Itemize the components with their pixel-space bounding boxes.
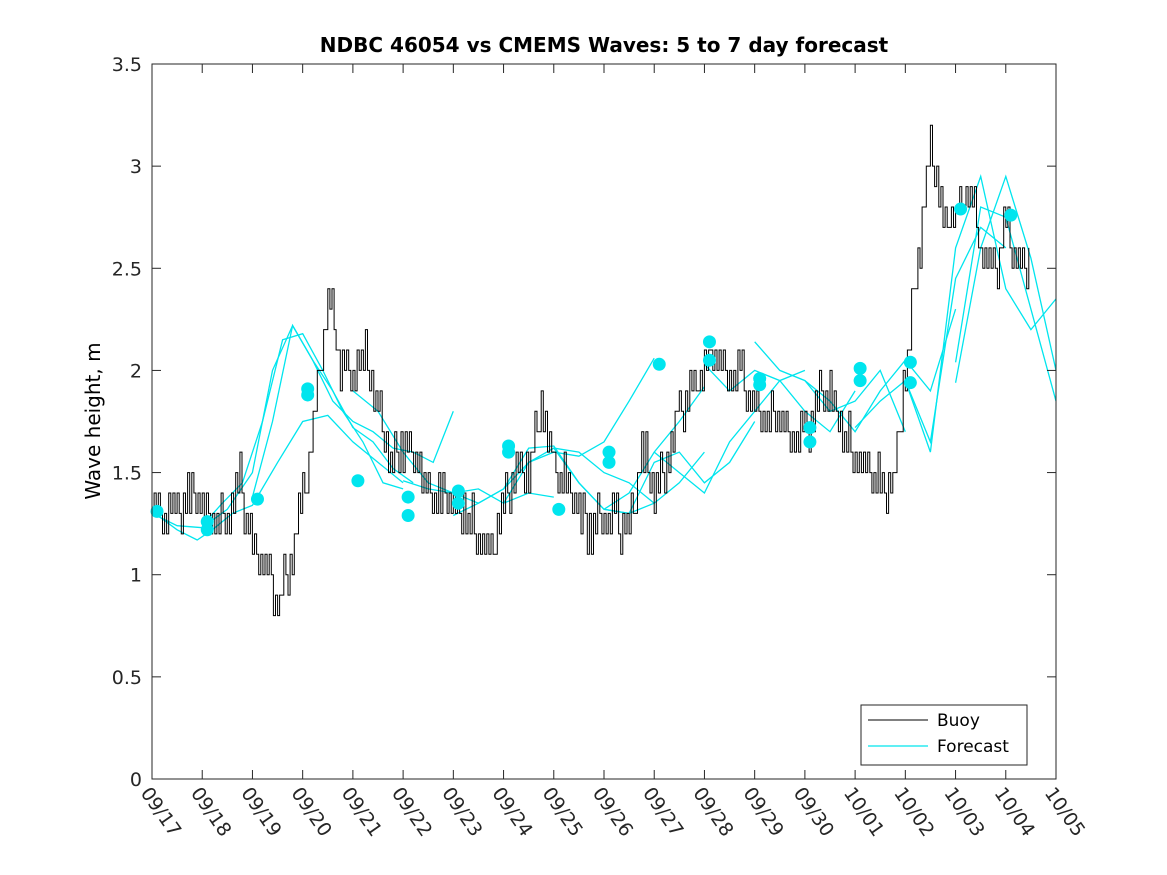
y-axis-label: Wave height, m bbox=[81, 342, 105, 499]
forecast-marker bbox=[903, 355, 917, 369]
forecast-marker bbox=[552, 502, 566, 516]
series-layer bbox=[150, 124, 1057, 617]
forecast-marker bbox=[502, 445, 516, 459]
forecast-marker bbox=[401, 490, 415, 504]
forecast-marker bbox=[702, 335, 716, 349]
buoy-line bbox=[152, 124, 1030, 617]
forecast-marker bbox=[451, 484, 465, 498]
forecast-marker bbox=[351, 474, 365, 488]
forecast-marker bbox=[301, 388, 315, 402]
y-tick-label: 1 bbox=[130, 565, 142, 587]
legend-buoy-label: Buoy bbox=[937, 711, 980, 731]
y-tick-label: 0 bbox=[130, 769, 142, 791]
chart-title: NDBC 46054 vs CMEMS Waves: 5 to 7 day fo… bbox=[320, 33, 889, 57]
forecast-marker bbox=[1004, 208, 1018, 222]
y-tick-label: 0.5 bbox=[112, 667, 142, 689]
forecast-marker bbox=[451, 496, 465, 510]
forecast-marker bbox=[803, 435, 817, 449]
forecast-line-15 bbox=[904, 174, 1057, 453]
y-axis: 0 0.5 1 1.5 2 2.5 3 3.5 bbox=[112, 54, 1056, 791]
forecast-marker bbox=[401, 508, 415, 522]
legend-box bbox=[860, 704, 1028, 766]
forecast-marker bbox=[853, 374, 867, 388]
y-tick-label: 3.5 bbox=[112, 54, 142, 76]
forecast-marker bbox=[602, 445, 616, 459]
forecast-marker bbox=[903, 376, 917, 390]
y-tick-label: 2 bbox=[130, 360, 142, 382]
forecast-line-8 bbox=[553, 386, 705, 511]
forecast-marker bbox=[602, 455, 616, 469]
forecast-marker bbox=[702, 353, 716, 367]
y-tick-label: 2.5 bbox=[112, 258, 142, 280]
plot-background bbox=[152, 64, 1056, 779]
plot-area bbox=[150, 63, 1057, 780]
forecast-marker bbox=[853, 361, 867, 375]
legend: Buoy Forecast bbox=[860, 704, 1028, 766]
forecast-marker bbox=[200, 523, 214, 537]
forecast-marker bbox=[250, 492, 264, 506]
y-tick-label: 1.5 bbox=[112, 463, 142, 485]
forecast-marker bbox=[954, 202, 968, 216]
legend-forecast-label: Forecast bbox=[937, 737, 1009, 757]
y-tick-label: 3 bbox=[130, 156, 142, 178]
forecast-marker bbox=[150, 504, 164, 518]
forecast-marker bbox=[753, 378, 767, 392]
forecast-marker bbox=[652, 357, 666, 371]
forecast-line-17 bbox=[954, 174, 1057, 383]
forecast-line-0 bbox=[151, 414, 404, 541]
forecast-line-14 bbox=[854, 226, 1007, 445]
forecast-marker bbox=[803, 421, 817, 435]
